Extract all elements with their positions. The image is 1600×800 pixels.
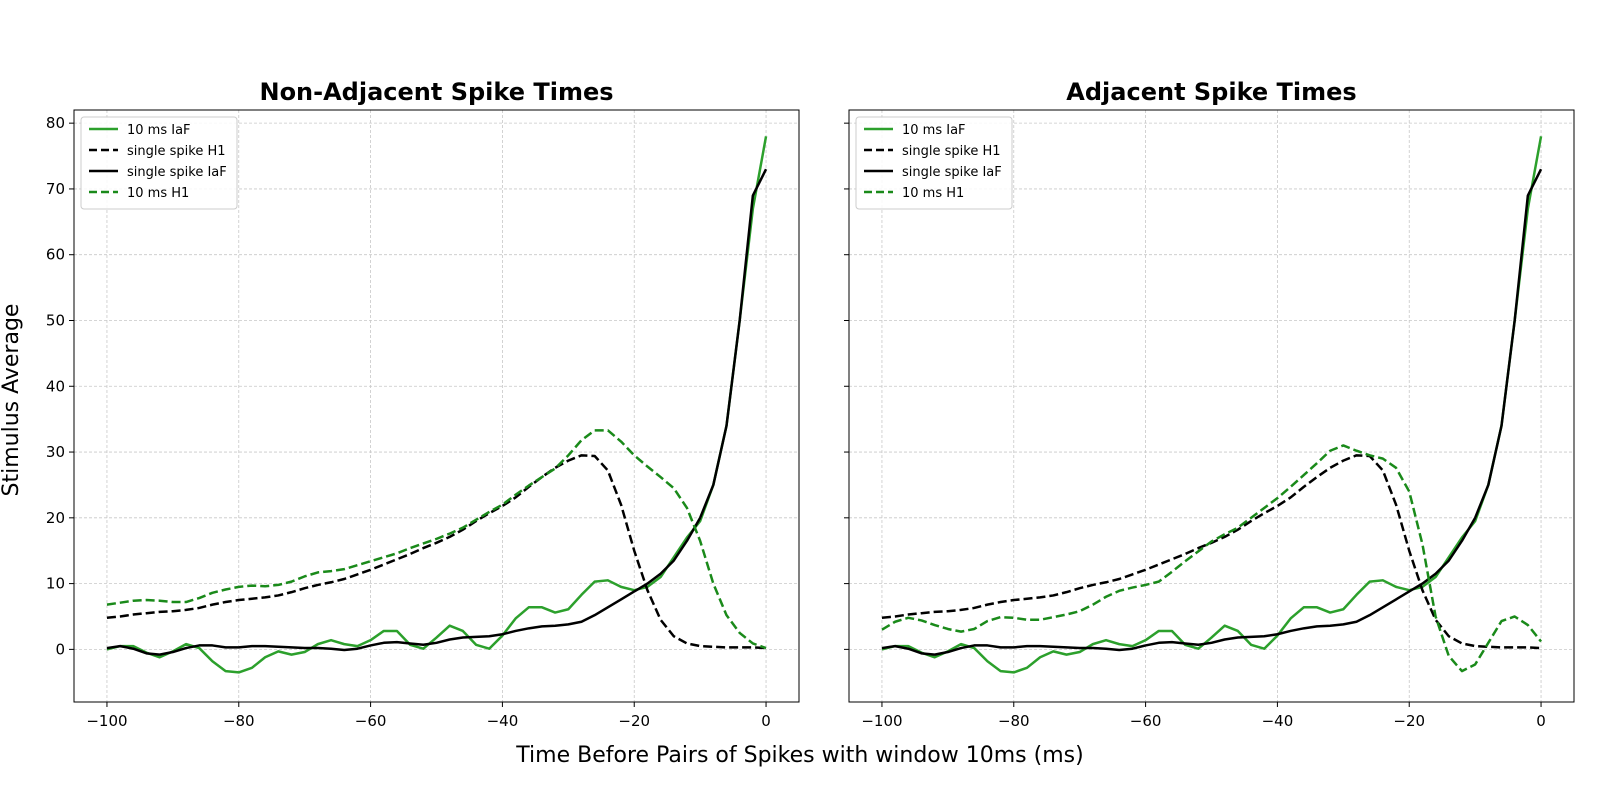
- series-line-10-ms-h1: [106, 429, 767, 650]
- legend-label: single spike IaF: [902, 165, 1002, 180]
- legend-box: [855, 116, 1013, 210]
- x-axis-label: Time Before Pairs of Spikes with window …: [515, 743, 1083, 768]
- x-tick-label: −20: [618, 712, 650, 730]
- legend-label: 10 ms IaF: [902, 123, 966, 138]
- x-tick-label: −100: [86, 712, 127, 730]
- x-tick-label: −80: [223, 712, 255, 730]
- y-tick-label: 0: [55, 640, 65, 658]
- y-tick-label: 80: [46, 114, 65, 132]
- series-line-single-spike-h1: [106, 454, 767, 650]
- y-axis-label: Stimulus Average: [0, 304, 24, 497]
- y-ticks: [844, 122, 849, 650]
- legend-label: single spike IaF: [127, 165, 227, 180]
- plot-frame: [848, 109, 1575, 703]
- legend: 10 ms IaF single spike H1 single spike IaF…: [855, 116, 1013, 210]
- series-line-single-spike-iaf: [881, 168, 1543, 656]
- x-tick-label: −40: [1262, 712, 1294, 730]
- x-tick-label: −80: [998, 712, 1030, 730]
- x-ticks: −100 −80 −60 −40 −20 0: [86, 702, 771, 730]
- y-ticks: 0 10 20 30 40 50 60 70 80: [46, 114, 74, 658]
- x-tick-label: −100: [861, 712, 902, 730]
- panel-title: Non-Adjacent Spike Times: [259, 78, 613, 106]
- series-line-10-ms-h1: [881, 444, 1543, 673]
- x-tick-label: −20: [1393, 712, 1425, 730]
- series-line-10-ms-iaf: [881, 136, 1543, 674]
- y-tick-label: 20: [46, 509, 65, 527]
- x-ticks: −100 −80 −60 −40 −20 0: [861, 702, 1546, 730]
- panel-non-adjacent: −100 −80 −60 −40 −20 0 0 10 20 30 40 50 60 70 80 Non-Ad…: [46, 78, 800, 730]
- x-tick-label: 0: [1536, 712, 1546, 730]
- grid: [74, 110, 799, 702]
- plot-frame: [73, 109, 800, 703]
- legend-label: 10 ms IaF: [127, 123, 191, 138]
- y-tick-label: 50: [46, 311, 65, 329]
- series-line-single-spike-iaf: [106, 168, 768, 656]
- y-tick-label: 40: [46, 377, 65, 395]
- x-tick-label: 0: [761, 712, 771, 730]
- series-lines: [106, 136, 768, 674]
- y-tick-label: 30: [46, 443, 65, 461]
- y-tick-label: 10: [46, 575, 65, 593]
- legend-label: 10 ms H1: [127, 186, 189, 201]
- panel-adjacent: −100 −80 −60 −40 −20 0 Adjacent Spike Times 10 …: [844, 78, 1575, 730]
- series-lines: [881, 136, 1543, 674]
- legend: 10 ms IaF single spike H1 single spike IaF…: [80, 116, 238, 210]
- legend-label: 10 ms H1: [902, 186, 964, 201]
- legend-box: [80, 116, 238, 210]
- panel-title: Adjacent Spike Times: [1066, 78, 1356, 106]
- x-tick-label: −60: [355, 712, 387, 730]
- y-tick-label: 70: [46, 180, 65, 198]
- y-tick-label: 60: [46, 246, 65, 264]
- x-tick-label: −40: [487, 712, 519, 730]
- x-tick-label: −60: [1130, 712, 1162, 730]
- legend-label: single spike H1: [902, 144, 1001, 159]
- series-line-single-spike-h1: [881, 454, 1542, 650]
- legend-label: single spike H1: [127, 144, 226, 159]
- series-line-10-ms-iaf: [106, 136, 768, 674]
